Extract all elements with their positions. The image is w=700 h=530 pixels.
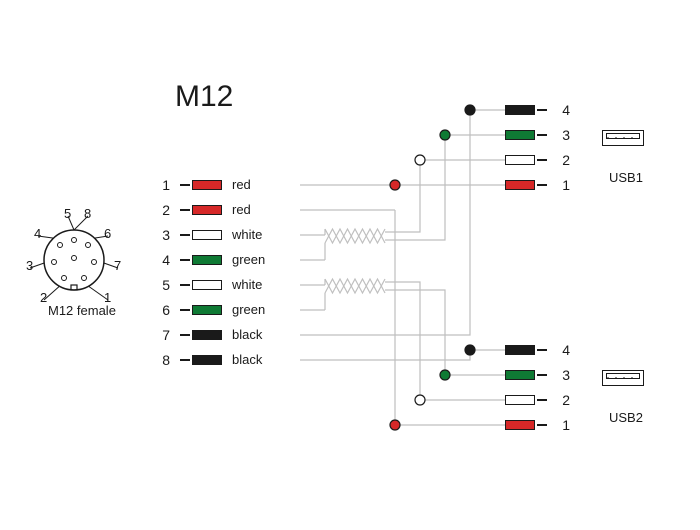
m12-connector-pin-5: 5 <box>64 206 71 221</box>
m12-connector-pin-6: 6 <box>104 226 111 241</box>
wiring-svg <box>0 0 700 530</box>
m12-connector-pin-1: 1 <box>104 290 111 305</box>
m12-connector-pin-4: 4 <box>34 226 41 241</box>
m12-connector-pin-3: 3 <box>26 258 33 273</box>
m12-connector-pin-7: 7 <box>114 258 121 273</box>
m12-connector-pin-2: 2 <box>40 290 47 305</box>
m12-connector-pin-8: 8 <box>84 206 91 221</box>
